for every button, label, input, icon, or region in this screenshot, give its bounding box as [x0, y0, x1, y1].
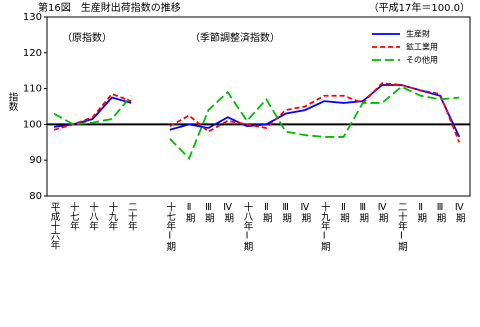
y-axis-label: 指数 [7, 91, 19, 112]
x-tick-label: Ⅲ期 [357, 202, 369, 223]
x-tick-label: Ⅳ期 [454, 202, 466, 223]
x-tick-label: Ⅱ期 [261, 202, 273, 223]
x-tick-label: Ⅲ期 [203, 202, 215, 223]
x-tick-label: Ⅲ期 [280, 202, 292, 223]
series-line [53, 82, 461, 143]
annotation: （季節調整済指数） [190, 31, 280, 44]
chart-subtitle: （平成17年＝100.0） [369, 1, 470, 14]
x-tick-label: 平成十六年 [49, 202, 61, 250]
x-tick-label: Ⅳ期 [222, 202, 234, 223]
x-tick-label: 十九年 [106, 201, 118, 231]
x-tick-label: 十七年 [68, 201, 80, 231]
series-line [53, 84, 461, 138]
x-tick-label: Ⅱ期 [415, 202, 427, 223]
legend-label: 鉱工業用 [406, 42, 438, 52]
x-tick-label: Ⅲ期 [435, 202, 447, 223]
chart-title: 第16図 生産財出荷指数の推移 [38, 1, 181, 14]
x-tick-label: Ⅳ期 [377, 202, 389, 223]
x-tick-label: 十九年Ⅰ期 [319, 201, 331, 252]
x-tick-label: 十八年Ⅰ期 [242, 201, 254, 252]
annotation: （原指数） [62, 31, 112, 44]
x-tick-label: 二十年 [126, 202, 138, 231]
x-tick-label: Ⅱ期 [184, 202, 196, 223]
x-tick-label: Ⅱ期 [338, 202, 350, 223]
legend-label: 生産財 [406, 29, 430, 39]
plot-frame [46, 16, 471, 197]
y-tick-label: 100 [23, 119, 42, 130]
y-tick-label: 120 [23, 48, 42, 59]
y-tick-label: 130 [23, 12, 42, 23]
x-tick-label: 二十年Ⅰ期 [396, 202, 408, 252]
legend-label: その他用 [406, 55, 438, 65]
y-tick-label: 90 [29, 155, 42, 166]
x-tick-label: 十八年 [87, 201, 99, 231]
y-tick-label: 110 [23, 84, 42, 95]
series-line [53, 85, 460, 161]
x-tick-label: 十七年Ⅰ期 [164, 201, 176, 252]
x-tick-label: Ⅳ期 [299, 202, 311, 223]
y-tick-label: 80 [29, 191, 42, 202]
